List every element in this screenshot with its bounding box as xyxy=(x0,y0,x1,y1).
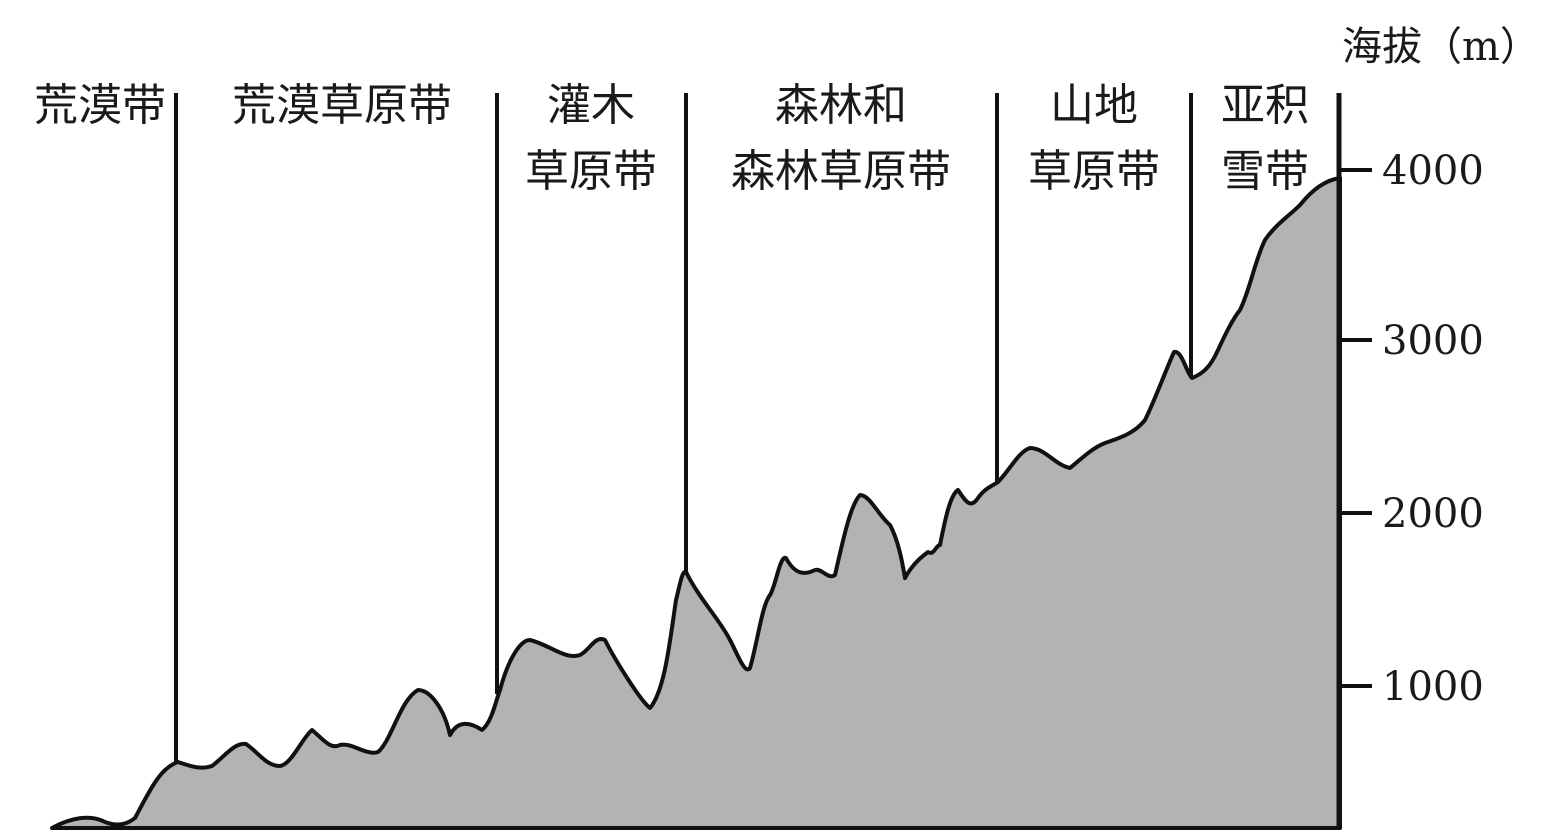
zone-label-desert: 荒漠带 xyxy=(34,80,166,131)
zone-label-shrub-steppe-line2: 草原带 xyxy=(525,146,657,197)
zone-label-forest-steppe-line2: 森林草原带 xyxy=(731,146,951,197)
zone-label-mountain-meadow-line1: 山地 xyxy=(1050,80,1138,131)
zone-label-shrub-steppe-line1: 灌木 xyxy=(547,80,635,131)
zone-label-subnival-line1: 亚积 xyxy=(1221,80,1309,131)
zone-label-mountain-meadow-line2: 草原带 xyxy=(1028,146,1160,197)
tick-label-1000: 1000 xyxy=(1382,664,1484,710)
terrain-profile xyxy=(50,176,1342,830)
tick-label-3000: 3000 xyxy=(1382,318,1484,364)
tick-label-2000: 2000 xyxy=(1382,491,1484,537)
zone-label-desert-steppe: 荒漠草原带 xyxy=(232,80,452,131)
zone-label-subnival-line2: 雪带 xyxy=(1221,146,1309,197)
axis-title: 海拔（m） xyxy=(1342,24,1540,70)
tick-label-4000: 4000 xyxy=(1382,148,1484,194)
zone-label-forest-steppe-line1: 森林和 xyxy=(775,80,907,131)
